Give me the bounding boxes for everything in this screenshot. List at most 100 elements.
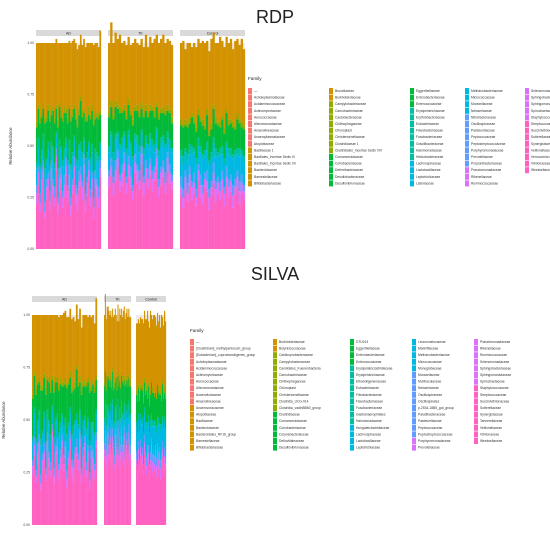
bar-segment <box>180 150 183 157</box>
bar-segment <box>78 170 81 182</box>
bar-segment <box>142 455 144 465</box>
bar-segment <box>155 148 158 159</box>
bar-segment <box>146 422 148 429</box>
bar-segment <box>142 464 144 525</box>
bar-segment <box>188 123 191 144</box>
bar-segment <box>88 106 90 116</box>
bar-segment <box>144 135 148 144</box>
bar-segment <box>104 422 106 444</box>
bar-segment <box>66 441 68 471</box>
bar-segment <box>53 123 56 163</box>
bar-segment <box>164 424 166 448</box>
bar-segment <box>126 441 128 448</box>
bar-segment <box>94 154 97 171</box>
bar-segment <box>110 428 112 437</box>
bar-segment <box>142 117 145 149</box>
bar-segment <box>212 104 215 109</box>
bar-segment <box>87 445 90 452</box>
bar-segment <box>62 166 64 192</box>
bar-segment <box>80 468 83 475</box>
legend-label: Anaeroplasmataceae <box>254 135 285 139</box>
bar-segment <box>142 386 144 391</box>
bar-segment <box>48 457 51 467</box>
legend-swatch <box>465 88 469 94</box>
bar-segment <box>144 178 148 249</box>
bar-segment <box>81 117 84 153</box>
bar-segment <box>147 148 150 169</box>
bar-segment <box>238 119 241 124</box>
legend-label: — <box>254 89 258 93</box>
bar-segment <box>144 310 146 378</box>
bar-segment <box>164 464 166 525</box>
bar-segment <box>117 371 119 376</box>
bar-segment <box>73 38 76 105</box>
bar-segment <box>212 162 215 173</box>
y-tick-label: 0.75 <box>27 93 34 97</box>
bar-segment <box>163 474 165 525</box>
legend-swatch <box>248 121 252 127</box>
bar-segment <box>157 43 161 114</box>
bar-segment <box>66 43 69 118</box>
bar-segment <box>36 168 38 186</box>
bar-segment <box>104 449 106 458</box>
legend-label: Rikenellaceae <box>480 347 501 351</box>
bar-segment <box>45 162 48 179</box>
legend-swatch <box>410 121 414 127</box>
bar-segment <box>73 108 76 136</box>
bar-segment <box>214 189 217 202</box>
bar-segment <box>140 154 143 165</box>
bar-segment <box>136 323 138 391</box>
legend-label: Lactobacillaceae <box>416 168 441 172</box>
bar-segment <box>118 382 120 387</box>
bar-segment <box>152 472 154 525</box>
legend-swatch <box>273 391 277 398</box>
bar-segment <box>51 375 54 381</box>
legend-label: p-2534-18B5_gut_group <box>418 406 454 410</box>
bar-segment <box>236 148 239 155</box>
bar-segment <box>88 181 90 249</box>
bar-segment <box>82 455 85 467</box>
bar-segment <box>105 455 107 467</box>
bar-segment <box>104 405 106 431</box>
bar-segment <box>85 315 88 383</box>
bar-segment <box>168 113 171 140</box>
bar-segment <box>47 141 50 151</box>
bar-segment <box>122 413 124 420</box>
bar-segment <box>88 160 90 171</box>
y-tick-label: 0.25 <box>27 196 34 200</box>
bar-segment <box>43 417 46 444</box>
bar-segment <box>110 436 112 444</box>
bar-segment <box>68 40 71 105</box>
bar-segment <box>76 189 79 196</box>
bar-segment <box>108 113 111 118</box>
bar-segment <box>223 158 226 165</box>
bar-segment <box>48 378 51 383</box>
bar-segment <box>155 158 158 169</box>
bar-segment <box>143 476 145 525</box>
bar-segment <box>64 422 67 441</box>
bar-segment <box>70 164 72 171</box>
bar-segment <box>114 443 116 525</box>
bar-segment <box>195 164 198 190</box>
bar-segment <box>116 131 119 136</box>
bar-segment <box>123 170 126 249</box>
bar-segment <box>109 386 111 414</box>
bar-segment <box>67 426 70 452</box>
bar-segment <box>90 317 93 387</box>
bar-segment <box>54 375 57 383</box>
bar-segment <box>45 199 48 249</box>
bar-segment <box>161 466 163 525</box>
bar-segment <box>107 438 109 525</box>
bar-segment <box>57 127 59 169</box>
bar-segment <box>236 38 239 114</box>
bar-segment <box>33 445 36 456</box>
bar-segment <box>40 156 43 171</box>
bar-segment <box>136 428 138 452</box>
bar-segment <box>121 401 123 408</box>
bar-segment <box>125 380 127 385</box>
legend-swatch <box>273 405 277 411</box>
bar-segment <box>105 319 107 385</box>
bar-segment <box>136 466 138 525</box>
legend-label: Moraxellaceae <box>418 373 440 377</box>
bar-segment <box>46 441 49 452</box>
